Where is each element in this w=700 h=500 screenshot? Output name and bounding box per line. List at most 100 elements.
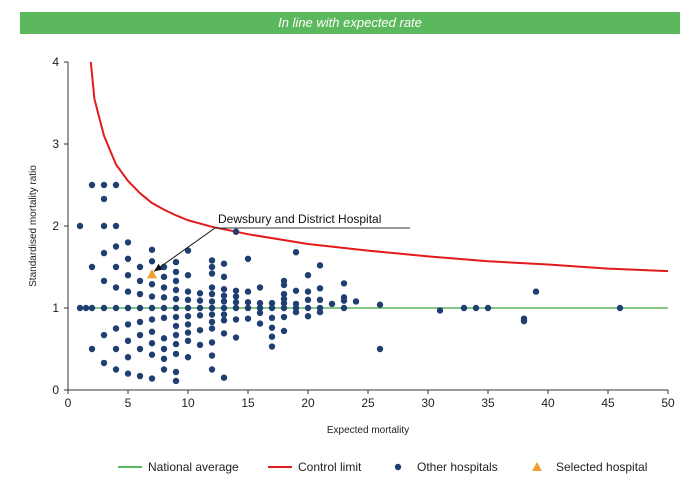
hospital-point <box>208 263 216 271</box>
hospital-point <box>100 222 108 230</box>
hospital-point <box>208 325 216 332</box>
hospital-point <box>220 273 228 281</box>
hospital-point <box>208 290 216 298</box>
annotation-arrow <box>153 227 216 272</box>
hospital-point <box>124 239 132 246</box>
hospital-point <box>196 304 204 312</box>
hospital-point <box>268 304 276 312</box>
hospital-point <box>208 284 216 291</box>
hospital-point <box>184 247 192 254</box>
hospital-point <box>268 299 276 307</box>
hospital-point <box>256 299 264 307</box>
hospital-point <box>220 298 228 305</box>
hospital-point <box>160 345 168 353</box>
hospital-point <box>112 222 120 230</box>
hospital-point <box>160 355 168 363</box>
x-tick-label: 20 <box>301 396 315 410</box>
y-tick-label: 1 <box>52 301 59 315</box>
hospital-point <box>100 195 108 203</box>
hospital-point <box>148 258 156 265</box>
hospital-point <box>280 281 288 289</box>
hospital-point <box>172 258 180 266</box>
hospital-point <box>124 321 132 328</box>
hospital-point <box>436 307 444 314</box>
hospital-point <box>460 304 468 312</box>
hospital-point <box>184 272 192 279</box>
hospital-point <box>172 286 180 294</box>
annotation-label: Dewsbury and District Hospital <box>218 212 381 226</box>
hospital-point <box>208 304 216 312</box>
hospital-point <box>292 287 300 294</box>
hospital-point <box>196 312 204 319</box>
legend-selected-hospital-marker <box>532 462 542 471</box>
legend-other-hospitals-label: Other hospitals <box>417 460 498 474</box>
selected-hospital-series <box>147 268 157 279</box>
hospital-point <box>184 329 192 336</box>
hospital-point <box>208 339 216 346</box>
plot-area <box>76 61 669 385</box>
hospital-point <box>220 285 228 293</box>
hospital-point <box>220 311 228 318</box>
legend-other-hospitals-marker <box>394 463 402 471</box>
hospital-point <box>256 320 264 327</box>
hospital-point <box>112 304 120 312</box>
hospital-point <box>220 292 228 299</box>
hospital-point <box>340 297 348 304</box>
hospital-point <box>112 181 120 189</box>
hospital-point <box>112 366 120 373</box>
hospital-point <box>256 284 264 291</box>
hospital-point <box>184 288 192 295</box>
hospital-point <box>172 350 180 358</box>
hospital-point <box>124 288 132 295</box>
hospital-point <box>232 293 240 300</box>
hospital-point <box>148 281 156 288</box>
legend-selected-hospital-label: Selected hospital <box>556 460 647 474</box>
hospital-point <box>76 304 84 312</box>
hospital-point <box>472 304 480 312</box>
x-tick-label: 5 <box>125 396 132 410</box>
hospital-point <box>148 304 156 312</box>
hospital-point <box>484 304 492 312</box>
hospital-point <box>376 301 384 308</box>
hospital-point <box>244 255 252 262</box>
hospital-point <box>220 330 228 337</box>
hospital-point <box>112 263 120 271</box>
hospital-point <box>172 304 180 312</box>
hospital-point <box>160 304 168 312</box>
hospital-point <box>124 354 132 361</box>
hospital-point <box>124 272 132 279</box>
hospital-point <box>520 317 528 325</box>
hospital-point <box>244 299 252 306</box>
hospital-point <box>304 272 312 279</box>
annotation-arrowhead <box>154 263 163 272</box>
hospital-point <box>280 327 288 335</box>
x-tick-label: 45 <box>601 396 615 410</box>
hospital-point <box>220 260 228 267</box>
hospital-point <box>172 368 180 376</box>
x-tick-label: 40 <box>541 396 555 410</box>
hospital-point <box>76 222 84 230</box>
hospital-point <box>172 295 180 303</box>
hospital-point <box>100 181 108 189</box>
other-hospitals-series <box>76 181 624 385</box>
x-tick-label: 0 <box>65 396 72 410</box>
hospital-point <box>316 262 324 269</box>
x-tick-label: 35 <box>481 396 495 410</box>
hospital-point <box>88 304 96 312</box>
hospital-point <box>148 375 156 382</box>
hospital-point <box>244 288 252 295</box>
hospital-point <box>532 288 540 295</box>
hospital-point <box>136 263 144 271</box>
hospital-point <box>172 277 180 285</box>
y-axis-title: Standardised mortality ratio <box>28 165 39 287</box>
hospital-point <box>160 273 168 281</box>
hospital-point <box>136 318 144 326</box>
hospital-point <box>292 308 300 316</box>
x-axis-title: Expected mortality <box>327 425 409 436</box>
hospital-point <box>136 277 144 285</box>
hospital-point <box>196 297 204 304</box>
hospital-point <box>88 263 96 271</box>
hospital-point <box>124 337 132 344</box>
hospital-point <box>136 372 144 380</box>
hospital-point <box>256 304 264 312</box>
